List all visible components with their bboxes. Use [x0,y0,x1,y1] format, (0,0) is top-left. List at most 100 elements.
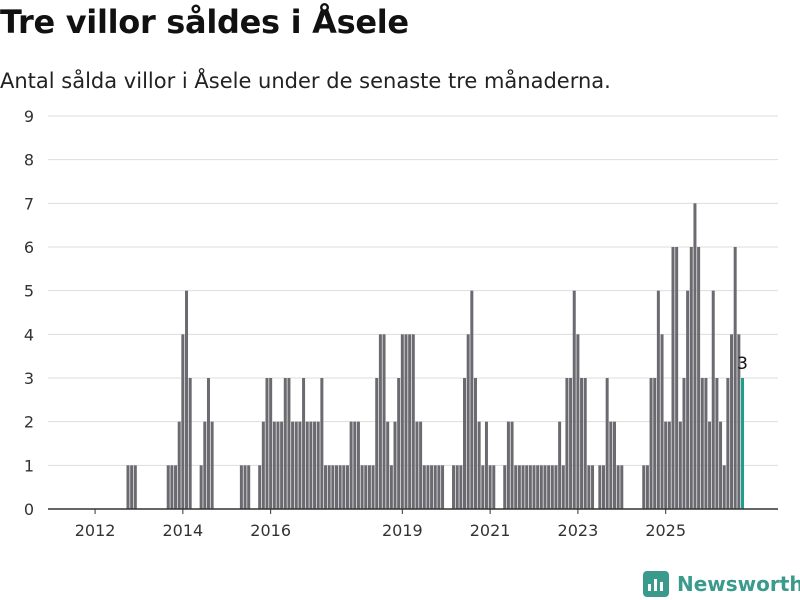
bar [375,378,379,509]
bar [708,421,712,509]
bar [689,247,693,509]
bar [393,421,397,509]
bar [660,334,664,509]
bar [737,334,741,509]
bar [294,421,298,509]
y-tick-label: 6 [24,238,34,257]
bar [675,247,679,509]
latest-value-label: 3 [737,354,748,374]
y-tick-label: 7 [24,194,34,213]
bar [591,465,595,509]
x-tick-label: 2019 [382,521,423,540]
bar [550,465,554,509]
bar [503,465,507,509]
bar [455,465,459,509]
bar [331,465,335,509]
bar [283,378,287,509]
bar [433,465,437,509]
bar [349,421,353,509]
bar [269,378,273,509]
y-tick-label: 8 [24,151,34,170]
bar [305,421,309,509]
bar [463,378,467,509]
bar [320,378,324,509]
bar [210,421,214,509]
bar [177,421,181,509]
x-axis-ticks: 2012 2014 2016 2019 2021 2023 2025 [75,509,686,540]
x-tick-label: 2014 [163,521,204,540]
bar [206,378,210,509]
bar [700,378,704,509]
bar [514,465,518,509]
bar [587,465,591,509]
y-tick-label: 2 [24,413,34,432]
bar [313,421,317,509]
bar [704,378,708,509]
bar [166,465,170,509]
bar [598,465,602,509]
bar [243,465,247,509]
page-title: Tre villor såldes i Åsele [0,3,409,41]
x-tick-label: 2025 [645,521,686,540]
bar [441,465,445,509]
bar [722,465,726,509]
y-axis-ticks: 0 1 2 3 4 5 6 7 8 9 [24,107,34,519]
bar [576,334,580,509]
bar [389,465,393,509]
bar [558,421,562,509]
bar [726,378,730,509]
bar [419,421,423,509]
bar [316,421,320,509]
bar [642,465,646,509]
bar [382,334,386,509]
bar [265,378,269,509]
y-tick-label: 0 [24,500,34,519]
bar [239,465,243,509]
bar [397,378,401,509]
bar-latest [741,378,744,509]
bar [730,334,734,509]
y-tick-label: 5 [24,282,34,301]
bar [521,465,525,509]
bar [697,247,701,509]
bar [422,465,426,509]
bar [686,290,690,509]
bar [338,465,342,509]
bar [280,421,284,509]
brand-name: Newsworthy [677,572,800,596]
bar [174,465,178,509]
bar [437,465,441,509]
bar [411,334,415,509]
bar [532,465,536,509]
bar [334,465,338,509]
bar [203,421,207,509]
bars [48,203,778,510]
bar [327,465,331,509]
bar [360,465,364,509]
bar [298,421,302,509]
bar [645,465,649,509]
y-tick-label: 1 [24,456,34,475]
bar [309,421,313,509]
bar [181,334,185,509]
bar [426,465,430,509]
bar [671,247,675,509]
bar [539,465,543,509]
bar [510,421,514,509]
bar [261,421,265,509]
bar [481,465,485,509]
bar [133,465,137,509]
bar [649,378,653,509]
bar [506,421,510,509]
bar [620,465,624,509]
bar [693,203,697,509]
y-tick-label: 4 [24,325,34,344]
bar [404,334,408,509]
bar [733,247,737,509]
bar [484,421,488,509]
bar [664,421,668,509]
bar [291,421,295,509]
bar [583,378,587,509]
bar [547,465,551,509]
